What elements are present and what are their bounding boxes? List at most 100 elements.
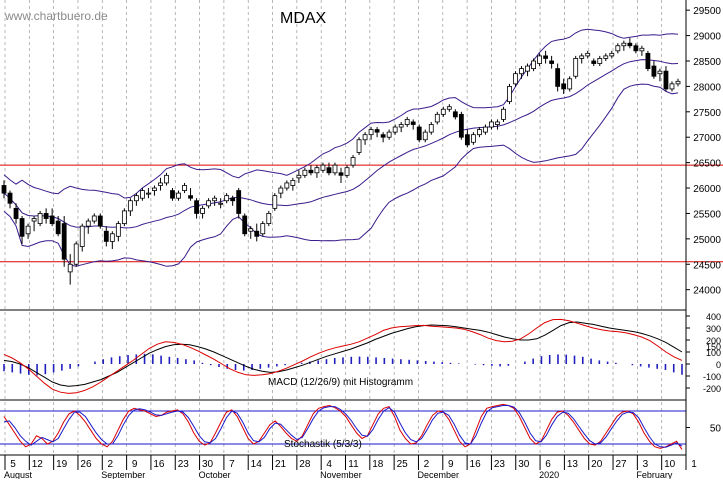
candle-body <box>266 213 272 225</box>
candle-body <box>483 126 488 133</box>
candle-body <box>350 157 356 166</box>
candle-body <box>79 225 85 247</box>
candle-body <box>218 202 224 205</box>
candle-body <box>386 131 392 138</box>
candle-body <box>380 134 386 138</box>
candle-body <box>477 129 482 136</box>
time-tick-label: 2 <box>108 459 114 470</box>
price-tick-label: 26000 <box>693 184 721 195</box>
month-label: October <box>199 470 231 479</box>
candle-body <box>603 55 609 59</box>
candle-body <box>326 167 332 174</box>
candle-body <box>260 223 266 235</box>
candle-body <box>591 60 597 64</box>
candle-body <box>43 213 49 219</box>
price-tick-label: 24000 <box>693 286 721 297</box>
candle-body <box>170 190 175 199</box>
stochastik-tick-label: 50 <box>710 424 722 435</box>
candle-body <box>422 131 428 141</box>
candle-body <box>49 215 55 225</box>
time-tick-label: 9 <box>132 459 138 470</box>
time-tick-label: 1 <box>691 459 697 470</box>
time-tick-label: 16 <box>153 459 165 470</box>
candle-body <box>67 263 73 273</box>
candle-body <box>507 85 512 103</box>
candle-body <box>573 58 579 77</box>
price-tick-label: 28000 <box>693 82 721 93</box>
candle-body <box>404 119 410 125</box>
macd-tick-label: -100 <box>703 372 721 382</box>
stochastik-panel <box>0 403 686 456</box>
candle-body <box>314 167 320 174</box>
candle-body <box>374 129 380 133</box>
stochastik-d-line <box>3 405 683 448</box>
price-tick-label: 29500 <box>693 6 721 17</box>
price-tick-label: 24500 <box>693 260 721 271</box>
candle-body <box>579 55 585 59</box>
time-tick-label: 2 <box>424 459 430 470</box>
candle-body <box>645 52 651 70</box>
macd-tick-label: 100 <box>706 348 721 358</box>
time-tick-label: 26 <box>80 459 92 470</box>
candle-body <box>206 200 212 207</box>
candle-body <box>651 65 657 77</box>
macd-tick-label: -200 <box>703 384 721 394</box>
candle-body <box>13 207 19 219</box>
candle-body <box>513 73 518 85</box>
candle-body <box>278 187 284 194</box>
candle-body <box>549 60 555 64</box>
month-label: 2020 <box>539 470 559 479</box>
candle-body <box>224 195 230 202</box>
price-tick-label: 27500 <box>693 108 721 119</box>
candle-body <box>464 134 470 146</box>
chart-title: MDAX <box>280 10 327 27</box>
time-tick-label: 23 <box>178 459 190 470</box>
candle-body <box>368 129 374 136</box>
candle-body <box>188 195 193 199</box>
time-tick-label: 25 <box>397 459 409 470</box>
month-label: February <box>636 470 673 479</box>
time-tick-label: 6 <box>545 459 551 470</box>
macd-panel <box>0 318 686 401</box>
candle-body <box>585 52 591 57</box>
candle-body <box>410 121 416 125</box>
macd-tick-label: 200 <box>706 336 721 346</box>
candle-body <box>290 180 296 186</box>
candle-body <box>37 213 43 225</box>
macd-tick-label: 300 <box>706 324 721 334</box>
right-price-axis: 24000 24500 25000 25500 26000 26500 27000 27500… <box>685 0 722 455</box>
candle-body <box>176 192 181 199</box>
bollinger-lower <box>3 83 679 267</box>
candle-body <box>633 45 639 52</box>
candle-body <box>669 83 675 90</box>
candle-body <box>133 195 139 202</box>
candle-body <box>332 164 338 174</box>
candle-body <box>302 169 308 176</box>
candle-body <box>416 126 422 141</box>
candle-body <box>428 124 434 133</box>
candle-body <box>344 167 350 176</box>
month-label: December <box>417 470 459 479</box>
candle-body <box>320 164 326 171</box>
candle-body <box>470 134 476 143</box>
candle-body <box>519 68 524 75</box>
candle-body <box>537 55 542 64</box>
candle-body <box>97 215 103 227</box>
stochastik-k-line <box>3 403 683 450</box>
candle-body <box>543 55 549 59</box>
macd-line <box>3 321 683 387</box>
candle-body <box>663 70 669 90</box>
candle-body <box>639 47 645 52</box>
time-tick-label: 10 <box>664 459 676 470</box>
candle-body <box>140 190 145 199</box>
candle-body <box>248 228 254 232</box>
candle-body <box>609 52 615 57</box>
candle-body <box>440 108 446 115</box>
candle-body <box>272 195 278 209</box>
candle-body <box>657 70 663 75</box>
candle-body <box>7 192 13 204</box>
time-tick-label: 23 <box>494 459 506 470</box>
candle-body <box>55 220 61 235</box>
